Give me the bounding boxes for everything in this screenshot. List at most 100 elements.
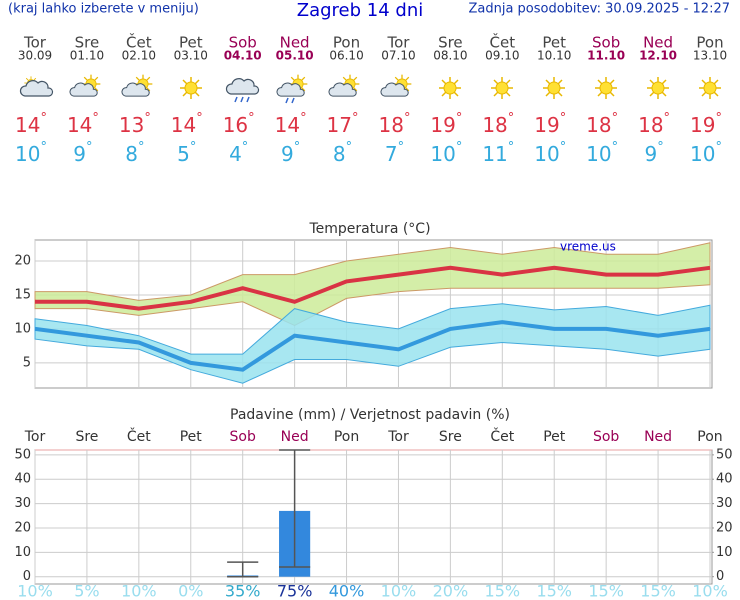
probability-label: 0%: [178, 582, 203, 600]
temp-max: 16°: [223, 111, 255, 137]
temp-min: 8°: [333, 140, 352, 166]
day-date: 07.10: [381, 49, 415, 63]
x-tick-label: Pet: [543, 429, 566, 445]
degree: °: [346, 140, 353, 155]
plot-area: [34, 449, 713, 585]
temp-max-value: 18: [638, 113, 663, 137]
x-tick-label: Sre: [439, 429, 462, 445]
y-tick-label: 5: [23, 355, 31, 370]
temp-max: 17°: [327, 111, 359, 137]
temp-max: 13°: [119, 111, 151, 137]
degree: °: [40, 140, 47, 155]
temp-max: 18°: [586, 111, 618, 137]
temp-min: 11°: [482, 140, 514, 166]
temp-min-value: 4: [229, 142, 242, 166]
temp-min-value: 9: [281, 142, 294, 166]
degree: °: [560, 111, 567, 126]
temp-min-value: 10: [534, 142, 559, 166]
degree: °: [612, 111, 619, 126]
temp-max: 18°: [378, 111, 410, 137]
y2-tick-label: 20: [716, 520, 733, 535]
temp-max: 14°: [67, 111, 99, 137]
x-tick-label: Ned: [644, 429, 672, 445]
degree: °: [612, 140, 619, 155]
y-tick-label: 15: [14, 287, 31, 302]
temp-min: 9°: [644, 140, 663, 166]
temp-min-value: 10: [430, 142, 455, 166]
degree: °: [190, 140, 197, 155]
x-tick-label: Tor: [387, 429, 409, 445]
day-name: Čet: [126, 33, 152, 52]
degree: °: [398, 140, 405, 155]
temp-max-value: 14: [171, 113, 196, 137]
temp-max: 14°: [171, 111, 203, 137]
day-date: 10.10: [537, 49, 571, 63]
y-tick-label: 40: [14, 472, 31, 487]
temp-max: 14°: [15, 111, 47, 137]
day-name: Ned: [280, 34, 310, 52]
temp-max: 14°: [275, 111, 307, 137]
temp-min: 5°: [177, 140, 196, 166]
temp-min: 10°: [586, 140, 618, 166]
probability-label: 10%: [17, 582, 53, 600]
probability-label: 10%: [121, 582, 157, 600]
temp-max: 19°: [690, 111, 722, 137]
x-tick-label: Čet: [127, 427, 151, 445]
y2-tick-label: 0: [716, 569, 724, 584]
temp-max-value: 14: [275, 113, 300, 137]
degree: °: [715, 140, 722, 155]
temp-max-value: 18: [482, 113, 507, 137]
day-name: Pon: [696, 34, 723, 52]
degree: °: [657, 140, 664, 155]
day-name: Tor: [23, 34, 47, 52]
day-date: 08.10: [433, 49, 467, 63]
degree: °: [92, 111, 99, 126]
y-tick-label: 10: [14, 545, 31, 560]
x-tick-label: Sob: [593, 429, 619, 445]
temp-max-value: 14: [67, 113, 92, 137]
day-date: 13.10: [693, 49, 727, 63]
temp-min: 10°: [15, 140, 47, 166]
temp-max: 18°: [638, 111, 670, 137]
temp-max-value: 16: [223, 113, 248, 137]
degree: °: [300, 111, 307, 126]
temp-max-value: 18: [378, 113, 403, 137]
degree: °: [86, 140, 93, 155]
day-name: Pet: [179, 34, 203, 52]
day-date: 01.10: [70, 49, 104, 63]
day-date: 30.09: [18, 49, 52, 63]
x-tick-label: Čet: [490, 427, 514, 445]
probability-label: 15%: [485, 582, 521, 600]
day-date: 05.10: [276, 49, 314, 63]
probability-label: 15%: [536, 582, 572, 600]
temp-max-value: 19: [430, 113, 455, 137]
temp-max: 19°: [534, 111, 566, 137]
y-tick-label: 10: [14, 321, 31, 336]
day-name: Sob: [592, 34, 620, 52]
probability-label: 20%: [433, 582, 469, 600]
x-tick-label: Sob: [230, 429, 256, 445]
day-name: Pet: [542, 34, 566, 52]
temp-min-value: 7: [385, 142, 398, 166]
x-tick-label: Pon: [334, 429, 359, 445]
y-tick-label: 30: [14, 496, 31, 511]
x-tick-label: Sre: [75, 429, 98, 445]
y-tick-label: 20: [14, 254, 31, 269]
day-date: 04.10: [224, 49, 262, 63]
chart-title: Temperatura (°C): [308, 221, 430, 237]
y2-tick-label: 10: [716, 545, 733, 560]
day-date: 12.10: [639, 49, 677, 63]
x-tick-label: Pet: [180, 429, 203, 445]
x-tick-label: Ned: [281, 429, 309, 445]
temp-min: 10°: [430, 140, 462, 166]
degree: °: [560, 140, 567, 155]
temp-max-value: 17: [327, 113, 352, 137]
chart-title: Padavine (mm) / Verjetnost padavin (%): [230, 407, 510, 423]
temp-max-value: 19: [690, 113, 715, 137]
temp-max-value: 14: [15, 113, 40, 137]
temp-line: [34, 320, 711, 372]
degree: °: [352, 111, 359, 126]
temp-min-value: 8: [125, 142, 138, 166]
temp-min-value: 11: [482, 142, 507, 166]
